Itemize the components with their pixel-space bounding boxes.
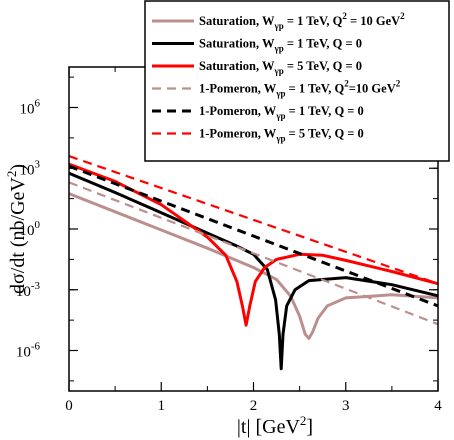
legend-label-5: 1-Pomeron, Wγp = 1 TeV, Q = 0	[199, 104, 364, 121]
legend-entries: Saturation, Wγp = 1 TeV, Q2 = 10 GeV2 Sat…	[152, 11, 405, 144]
legend-label-1: Saturation, Wγp = 1 TeV, Q2 = 10 GeV2	[199, 11, 405, 31]
x-tick-label: 0	[65, 398, 73, 414]
legend-box	[144, 0, 450, 162]
y-tick-label: 10-3	[16, 280, 41, 300]
legend-label-4: 1-Pomeron, Wγp = 1 TeV, Q2=10 GeV2	[199, 79, 401, 99]
legend-label-2: Saturation, Wγp = 1 TeV, Q = 0	[199, 37, 362, 54]
legend-label-6: 1-Pomeron, Wγp = 5 TeV, Q = 0	[199, 127, 364, 144]
legend-label-3: Saturation, Wγp = 5 TeV, Q = 0	[199, 59, 362, 76]
y-axis-title: dσ/dt (nb/GeV2)	[4, 164, 29, 294]
y-tick-label: 106	[20, 98, 41, 118]
x-tick-label: 2	[250, 398, 258, 414]
x-tick-label: 1	[158, 398, 166, 414]
legend: Saturation, Wγp = 1 TeV, Q2 = 10 GeV2 Sat…	[144, 0, 450, 162]
series-layer	[68, 155, 439, 371]
series-line-3	[68, 162, 439, 327]
y-tick-label: 103	[20, 158, 41, 178]
y-tick-label: 100	[20, 219, 41, 239]
x-tick-label: 4	[434, 398, 442, 414]
series-line-1	[68, 192, 439, 340]
series-line-2	[68, 171, 439, 371]
series-line-5	[68, 164, 439, 308]
series-line-4	[68, 181, 439, 326]
x-tick-label: 3	[342, 398, 350, 414]
x-axis-title: |t| [GeV2]	[237, 413, 313, 438]
series-line-6	[68, 155, 439, 285]
y-tick-label: 10-6	[16, 341, 41, 361]
